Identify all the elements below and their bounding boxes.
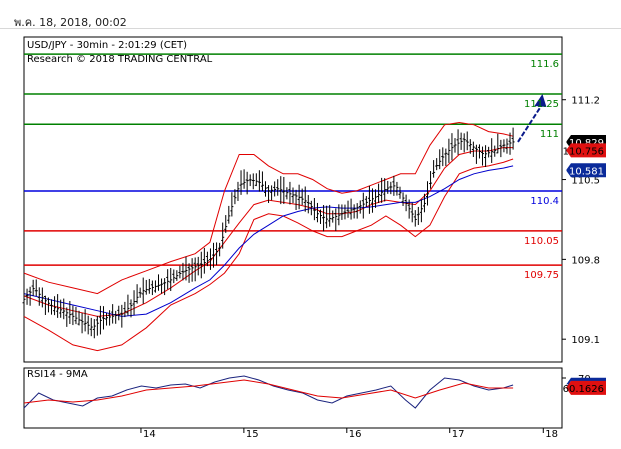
forecast-arrow [517, 103, 544, 143]
bollinger-upper-line [23, 121, 514, 295]
level-label: 110.4 [530, 196, 559, 207]
x-tick-label: 16 [349, 429, 362, 440]
forecast-arrowhead [534, 94, 547, 108]
chart-title: USD/JPY - 30min - 2:01:29 (CET) [27, 40, 187, 51]
level-label: 111 [540, 129, 559, 140]
y-tick-label: 109.8 [571, 255, 600, 266]
x-tick-label: 18 [545, 429, 558, 440]
level-label: 111.25 [524, 99, 559, 110]
level-label: 109.75 [524, 270, 559, 281]
price-tag-label: 110.581 [563, 166, 604, 177]
rsi-value-tag-label: 60.1626 [563, 384, 604, 395]
chart-subtitle: Research © 2018 TRADING CENTRAL [27, 54, 213, 65]
header-divider [0, 28, 621, 29]
price-tag [566, 143, 606, 158]
level-label: 110.05 [524, 236, 559, 247]
level-label: 111.6 [530, 59, 559, 70]
x-tick-label: 15 [246, 429, 259, 440]
x-tick-label: 14 [143, 429, 156, 440]
rsi-ma-line [23, 379, 514, 404]
rsi-panel [23, 367, 563, 429]
rsi-title: RSI14 - 9MA [27, 369, 88, 380]
x-tick-label: 17 [452, 429, 465, 440]
y-tick-label: 111.2 [571, 96, 600, 107]
y-tick-label: 109.1 [571, 335, 600, 346]
y-tick-label: 110.5 [571, 176, 600, 187]
header-date: พ.ค. 18, 2018, 00:02 [14, 16, 127, 29]
price-tag [566, 163, 606, 178]
rsi-value-tag [566, 380, 606, 395]
bollinger-lower-line [23, 158, 514, 352]
rsi-line [23, 375, 514, 409]
price-tag-label: 110.756 [563, 146, 604, 157]
